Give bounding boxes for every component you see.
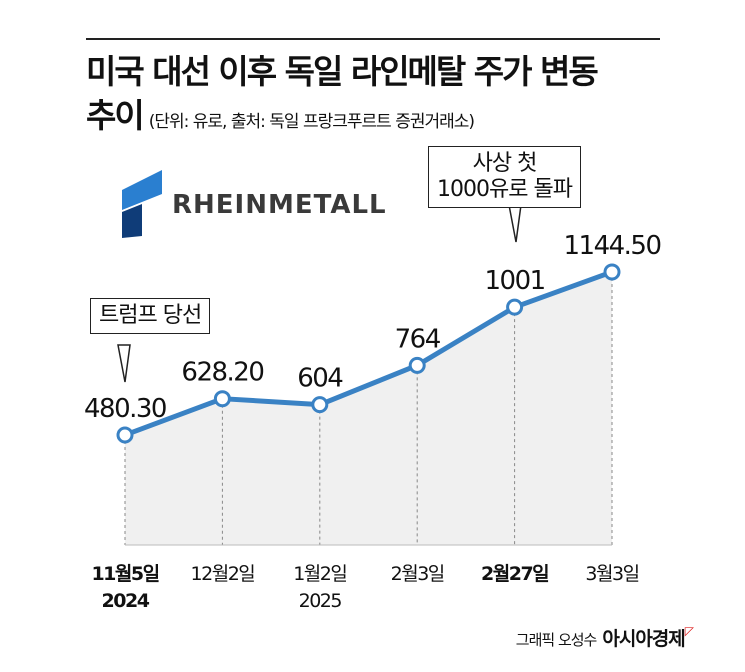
data-label: 1001 bbox=[485, 266, 545, 296]
x-tick-label: 1월2일 bbox=[293, 563, 346, 585]
data-label: 480.30 bbox=[84, 394, 166, 424]
x-tick-label: 12월2일 bbox=[191, 563, 255, 585]
rheinmetall-logo: RHEINMETALL bbox=[118, 160, 398, 240]
credit-text: 그래픽 오성수 bbox=[515, 631, 598, 649]
data-label: 604 bbox=[297, 364, 343, 394]
data-point bbox=[213, 390, 231, 408]
data-point bbox=[311, 396, 329, 414]
title-line1: 미국 대선 이후 독일 라인메탈 주가 변동 bbox=[86, 52, 599, 91]
data-point bbox=[408, 356, 426, 374]
credit: 그래픽 오성수 아시아경제◸ bbox=[515, 624, 694, 651]
callout-text-line2: 1000유로 돌파 bbox=[437, 177, 573, 202]
callout-text: 트럼프 당선 bbox=[99, 303, 202, 328]
subtitle: (단위: 유로, 출처: 독일 프랑크푸르트 증권거래소) bbox=[148, 112, 475, 132]
x-tick-label: 2월3일 bbox=[391, 563, 444, 585]
logo-mark-icon bbox=[122, 170, 162, 238]
title-line2: 추이 bbox=[86, 96, 145, 135]
data-point bbox=[116, 426, 134, 444]
callout-text-line1: 사상 첫 bbox=[472, 151, 538, 176]
top-rule bbox=[86, 38, 660, 40]
data-label: 1144.50 bbox=[563, 231, 660, 261]
publisher-mark-icon: ◸ bbox=[684, 624, 694, 638]
callout-pointer bbox=[508, 204, 522, 243]
callout-trump-elected: 트럼프 당선 bbox=[90, 298, 211, 334]
area-fill bbox=[125, 271, 612, 545]
callout-1000-euro: 사상 첫 1000유로 돌파 bbox=[428, 146, 581, 208]
data-label: 764 bbox=[395, 324, 441, 354]
chart-title: 미국 대선 이후 독일 라인메탈 주가 변동 추이 (단위: 유로, 출처: 독일… bbox=[86, 50, 599, 144]
logo-text: RHEINMETALL bbox=[172, 190, 387, 220]
callout-pointer bbox=[117, 344, 131, 383]
data-point bbox=[603, 263, 621, 281]
x-tick-label: 3월3일 bbox=[585, 563, 638, 585]
x-tick-year: 2024 bbox=[102, 590, 150, 612]
x-tick-label: 11월5일 bbox=[91, 563, 158, 585]
publisher-logo: 아시아경제 bbox=[602, 628, 685, 650]
x-tick-label: 2월27일 bbox=[481, 563, 548, 585]
series-line bbox=[124, 269, 613, 438]
x-tick-year: 2025 bbox=[299, 590, 342, 612]
data-label: 628.20 bbox=[181, 358, 263, 388]
data-point bbox=[506, 298, 524, 316]
